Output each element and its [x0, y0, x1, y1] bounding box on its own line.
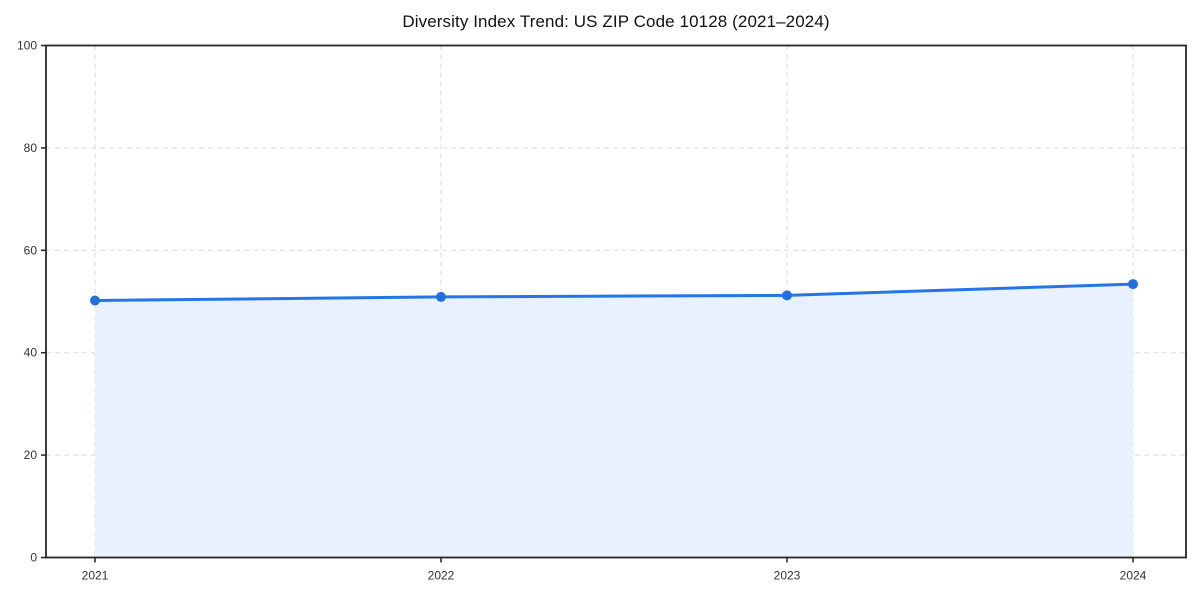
y-tick-label: 80 [24, 141, 38, 155]
y-tick-label: 40 [24, 346, 38, 360]
x-tick-label: 2021 [82, 569, 109, 583]
area-under-line [95, 284, 1133, 558]
x-tick-label: 2023 [774, 569, 801, 583]
plot-border [45, 44, 1187, 559]
y-tick-label: 0 [30, 551, 37, 565]
chart-title: Diversity Index Trend: US ZIP Code 10128… [402, 12, 830, 31]
x-tick-label: 2024 [1120, 569, 1147, 583]
y-tick-label: 60 [24, 243, 38, 257]
data-points [90, 279, 1138, 306]
data-point-marker [90, 295, 100, 306]
y-tick-label: 20 [24, 448, 38, 462]
data-point-marker [782, 290, 792, 301]
data-point-marker [436, 291, 446, 302]
trend-line [93, 282, 1135, 302]
y-tick-label: 100 [17, 39, 37, 53]
data-point-marker [1128, 279, 1138, 290]
area-fill [95, 284, 1133, 558]
x-tick-label: 2022 [428, 569, 455, 583]
series-line [93, 282, 1135, 302]
axis-tick-labels: 0 20 40 60 80 100 2021 2022 2023 2024 [17, 39, 1147, 583]
plot-frame [45, 44, 1187, 559]
